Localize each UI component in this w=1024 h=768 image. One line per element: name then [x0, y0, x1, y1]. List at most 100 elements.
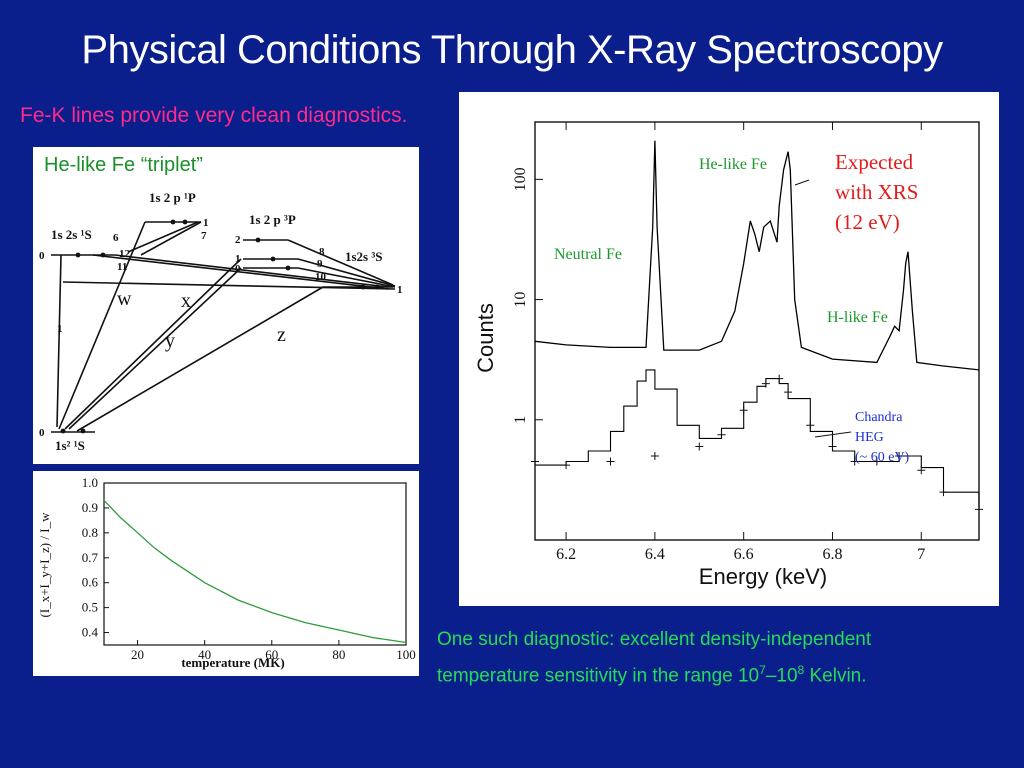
caption-line-2: temperature sensitivity in the range 107… — [437, 655, 997, 691]
cascade-7 — [297, 267, 396, 288]
level-number-0c: 0 — [39, 427, 45, 439]
heg-data-point — [784, 388, 793, 397]
ratio-x-tick-label: 80 — [332, 647, 345, 662]
level-number-1d: 1 — [57, 323, 63, 335]
transition-z — [76, 286, 324, 432]
annotation-h-like-fe: H-like Fe — [827, 309, 888, 326]
heg-data-point — [775, 374, 784, 383]
cascade-2 — [114, 254, 389, 288]
transition-x — [64, 258, 242, 430]
level-label-1s2s-3s: 1s2s ³S — [345, 249, 383, 264]
cascade-1 — [92, 254, 389, 290]
spectrum-x-tick-label: 7 — [917, 546, 925, 563]
xrs-pointer-line — [794, 179, 810, 186]
heg-data-point — [975, 505, 983, 514]
heg-data-point — [531, 457, 539, 466]
annotation-expected: Expected — [835, 150, 914, 174]
annotation-neutral-fe: Neutral Fe — [554, 246, 622, 263]
level-number-9: 9 — [317, 258, 323, 270]
heg-data-point — [850, 457, 859, 466]
level-number-6: 6 — [113, 232, 119, 244]
spectrum-x-tick-label: 6.8 — [822, 546, 842, 563]
dot-10 — [60, 428, 66, 434]
annotation-he-like-fe: He-like Fe — [699, 156, 767, 173]
heg-data-point — [872, 457, 881, 466]
annotation-with-xrs: with XRS — [835, 180, 918, 204]
dot-7 — [100, 252, 106, 258]
level-number-10: 10 — [315, 271, 327, 283]
cascade-5 — [287, 239, 394, 286]
ratio-y-axis-label: (I_x+I_y+I_z) / I_w — [37, 512, 52, 618]
level-label-1p: 1s 2 p ¹P — [149, 190, 196, 205]
heg-data-point — [895, 451, 904, 460]
annotation-60ev: (~ 60 eV) — [855, 450, 910, 465]
caption-exponent-8: 8 — [797, 663, 805, 677]
ratio-y-tick-label: 0.4 — [82, 625, 99, 640]
triplet-diagram-panel: He-like Fe “triplet” — [33, 147, 419, 464]
level-number-1c: 1 — [397, 284, 403, 296]
cascade-4 — [140, 221, 202, 256]
ratio-y-tick-label: 1.0 — [82, 475, 98, 490]
caption-line-2-suffix: Kelvin. — [804, 665, 867, 687]
ratio-x-tick-label: 40 — [198, 647, 211, 662]
heg-data-point — [828, 442, 837, 451]
triplet-heading: He-like Fe “triplet” — [44, 154, 203, 176]
dot-3 — [255, 237, 261, 243]
heg-data-point — [939, 488, 948, 497]
line-label-x: x — [181, 290, 191, 312]
ratio-plot-panel: 20 40 60 80 100 0.4 0.5 0.6 0.7 0.8 0.9 1.0 tempera… — [33, 471, 419, 676]
annotation-12ev: (12 eV) — [835, 210, 900, 234]
cascade-3 — [127, 221, 199, 253]
slide-title: Physical Conditions Through X-Ray Spectr… — [81, 28, 943, 72]
line-label-w: w — [117, 288, 132, 310]
heg-pointer-line — [814, 431, 852, 438]
caption-exponent-7: 7 — [759, 663, 766, 677]
heg-model-line — [535, 369, 980, 510]
caption-line-1: One such diagnostic: excellent density-i… — [437, 629, 872, 650]
ratio-x-tick-label: 20 — [131, 647, 144, 662]
level-number-0: 0 — [235, 263, 241, 275]
ratio-y-tick-label: 0.7 — [82, 550, 99, 565]
slide-subtitle: Fe-K lines provide very clean diagnostic… — [20, 104, 408, 127]
level-label-3p: 1s 2 p ³P — [249, 212, 296, 227]
caption-line-2-prefix: temperature sensitivity in the range 10 — [437, 665, 760, 687]
spectrum-y-axis-label: Counts — [473, 303, 498, 373]
level-number-2: 2 — [235, 234, 241, 246]
heg-data-point — [650, 451, 659, 460]
annotation-heg: HEG — [855, 430, 884, 445]
ratio-y-tick-label: 0.5 — [82, 600, 98, 615]
ratio-x-tick-label: 100 — [396, 647, 416, 662]
transition-1 — [56, 254, 62, 428]
cascade-8 — [62, 281, 396, 290]
level-number-1: 1 — [203, 217, 209, 229]
spectrum-y-tick-label: 1 — [512, 416, 529, 424]
spectrum-x-tick-label: 6.6 — [734, 546, 754, 563]
ratio-y-tick-label: 0.8 — [82, 525, 98, 540]
line-label-z: z — [277, 324, 286, 346]
transition-y — [68, 267, 242, 430]
level-number-11: 11 — [117, 261, 127, 273]
level-number-1b: 1 — [235, 253, 241, 265]
heg-data-point — [761, 379, 770, 388]
level-number-7: 7 — [201, 230, 207, 242]
spectrum-y-tick-label: 100 — [512, 167, 529, 191]
annotation-chandra: Chandra — [855, 410, 903, 425]
ratio-series-line — [103, 499, 407, 644]
ratio-chart: 20 40 60 80 100 0.4 0.5 0.6 0.7 0.8 0.9 1.0 tempera… — [37, 475, 416, 670]
level-label-ground: 1s² ¹S — [55, 438, 85, 453]
spectrum-x-tick-label: 6.4 — [645, 546, 665, 563]
dot-9 — [374, 284, 380, 290]
heg-data-point — [717, 430, 726, 439]
line-label-y: y — [165, 330, 175, 352]
level-number-8: 8 — [319, 246, 325, 258]
spectrum-plot-frame — [534, 121, 980, 541]
heg-data-point — [917, 466, 926, 475]
spectrum-x-axis-label: Energy (keV) — [699, 564, 827, 589]
dot-11 — [80, 428, 86, 434]
triplet-diagram: 1s 2 p ¹P 1s 2 p ³P 1s 2s ¹S 1s2s ³S 1s²… — [39, 190, 403, 453]
heg-data-point — [739, 406, 748, 415]
spectrum-panel: 6.2 6.4 6.6 6.8 7 1 10 100 Energy (keV) Counts … — [459, 92, 999, 606]
dot-5 — [285, 265, 291, 271]
slide-caption: One such diagnostic: excellent density-i… — [437, 625, 997, 691]
heg-data-point — [695, 442, 704, 451]
